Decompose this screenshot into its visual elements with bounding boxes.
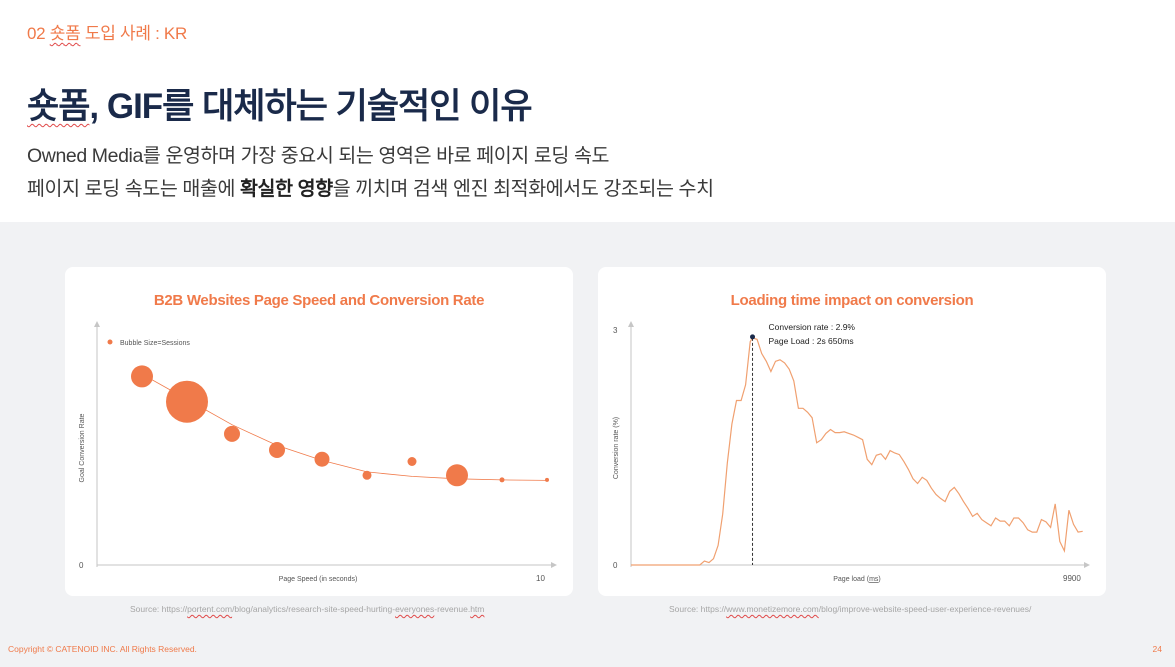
line-chart-annotation-line-2: Page Load : 2s 650ms: [769, 336, 854, 346]
source-left-domain: portent.com: [187, 604, 233, 614]
bubble-chart-point-7: [407, 457, 417, 466]
title-word: 숏폼: [27, 87, 90, 126]
section-rest: 도입 사례 : KR: [84, 24, 187, 43]
line-chart-y-axis-label: Conversion rate (%): [613, 417, 620, 479]
bubble-chart-y-arrow: [94, 321, 100, 327]
title-rest: , GIF를 대체하는 기술적인 이유: [89, 87, 532, 126]
source-left: Source: https://portent.com/blog/analyti…: [130, 604, 484, 614]
page-number: 24: [1152, 644, 1162, 654]
section-number: 02: [27, 24, 46, 43]
source-left-word: everyones: [395, 604, 435, 614]
source-left-mid: /blog/analytics/research-site-speed-hurt…: [232, 604, 396, 614]
line-chart-y-arrow: [628, 321, 634, 327]
line-chart-x-label-unit: ms: [869, 576, 879, 583]
subtitle-line-2: 페이지 로딩 속도는 매출에 확실한 영향을 끼치며 검색 엔진 최적화에서도 …: [27, 172, 714, 201]
line-chart-x-label-after: ): [878, 576, 880, 583]
bubble-chart-svg: 0 10 Page Speed (in seconds) Goal Conver…: [79, 321, 557, 583]
bubble-chart-point-2: [166, 380, 208, 423]
bubble-chart-legend-label: Bubble Size=Sessions: [120, 340, 190, 347]
bubble-chart-card: B2B Websites Page Speed and Conversion R…: [65, 267, 573, 596]
bubble-chart-title: B2B Websites Page Speed and Conversion R…: [153, 292, 485, 309]
section-word: 숏폼: [49, 24, 81, 43]
line-chart-x-arrow: [1084, 562, 1090, 568]
source-right-rest: /blog/improve-website-speed-user-experie…: [818, 604, 1032, 614]
line-chart-card: Loading time impact on conversion 3 0 99…: [598, 267, 1106, 596]
source-left-prefix: Source: https://: [130, 604, 188, 614]
bubble-chart-x-tick-10: 10: [536, 574, 545, 583]
line-chart-y-tick-3: 3: [613, 326, 618, 335]
bubble-chart-y-tick-0: 0: [79, 561, 84, 570]
bubble-chart-point-8: [446, 464, 468, 487]
bubble-chart-point-9: [499, 477, 505, 483]
line-chart-annotation-point: [750, 334, 756, 340]
source-left-ext: htm: [470, 604, 485, 614]
line-chart-svg: 3 0 9900 Page load (ms) Conversion rate …: [613, 321, 1090, 583]
section-label: 02 숏폼 도입 사례 : KR: [27, 19, 187, 44]
copyright: Copyright © CATENOID INC. All Rights Res…: [8, 644, 197, 654]
bubble-chart-x-arrow: [551, 562, 557, 568]
bubble-chart-point-6: [362, 470, 372, 480]
source-right-domain: www.monetizemore.com: [726, 604, 819, 614]
bubble-chart-point-4: [269, 442, 285, 458]
line-chart-x-label-before: Page load (: [833, 576, 869, 583]
bubble-chart-x-axis-label: Page Speed (in seconds): [279, 576, 358, 583]
bubble-chart-point-5: [314, 451, 330, 467]
bubble-chart-point-10: [545, 477, 549, 482]
line-chart-x-tick-9900: 9900: [1063, 574, 1081, 583]
line-chart-annotation-line-1: Conversion rate : 2.9%: [769, 322, 856, 332]
line-chart-series-line: [631, 337, 1083, 566]
subtitle-line-1: Owned Media를 운영하며 가장 중요시 되는 영역은 바로 페이지 로…: [27, 145, 610, 167]
subtitle-line-2-before: 페이지 로딩 속도는 매출에: [27, 178, 241, 200]
source-right: Source: https://www.monetizemore.com/blo…: [669, 604, 1031, 614]
page-title: 숏폼, GIF를 대체하는 기술적인 이유: [27, 78, 533, 129]
bubble-chart-y-axis-label: Goal Conversion Rate: [79, 413, 86, 482]
line-chart-y-tick-0: 0: [613, 561, 618, 570]
bubble-chart-point-3: [224, 425, 240, 442]
bubble-chart-point-1: [131, 365, 153, 388]
line-chart-x-axis-label: Page load (ms): [833, 576, 881, 583]
source-right-prefix: Source: https://: [669, 604, 727, 614]
bubble-chart-legend-marker: [107, 339, 113, 345]
line-chart-title: Loading time impact on conversion: [730, 292, 974, 309]
subtitle-line-2-after: 을 끼치며 검색 엔진 최적화에서도 강조되는 수치: [332, 178, 714, 200]
bubble-chart-trend-line: [141, 373, 548, 481]
subtitle-line-2-bold: 확실한 영향: [240, 178, 333, 200]
source-left-rest: -revenue.: [434, 604, 471, 614]
